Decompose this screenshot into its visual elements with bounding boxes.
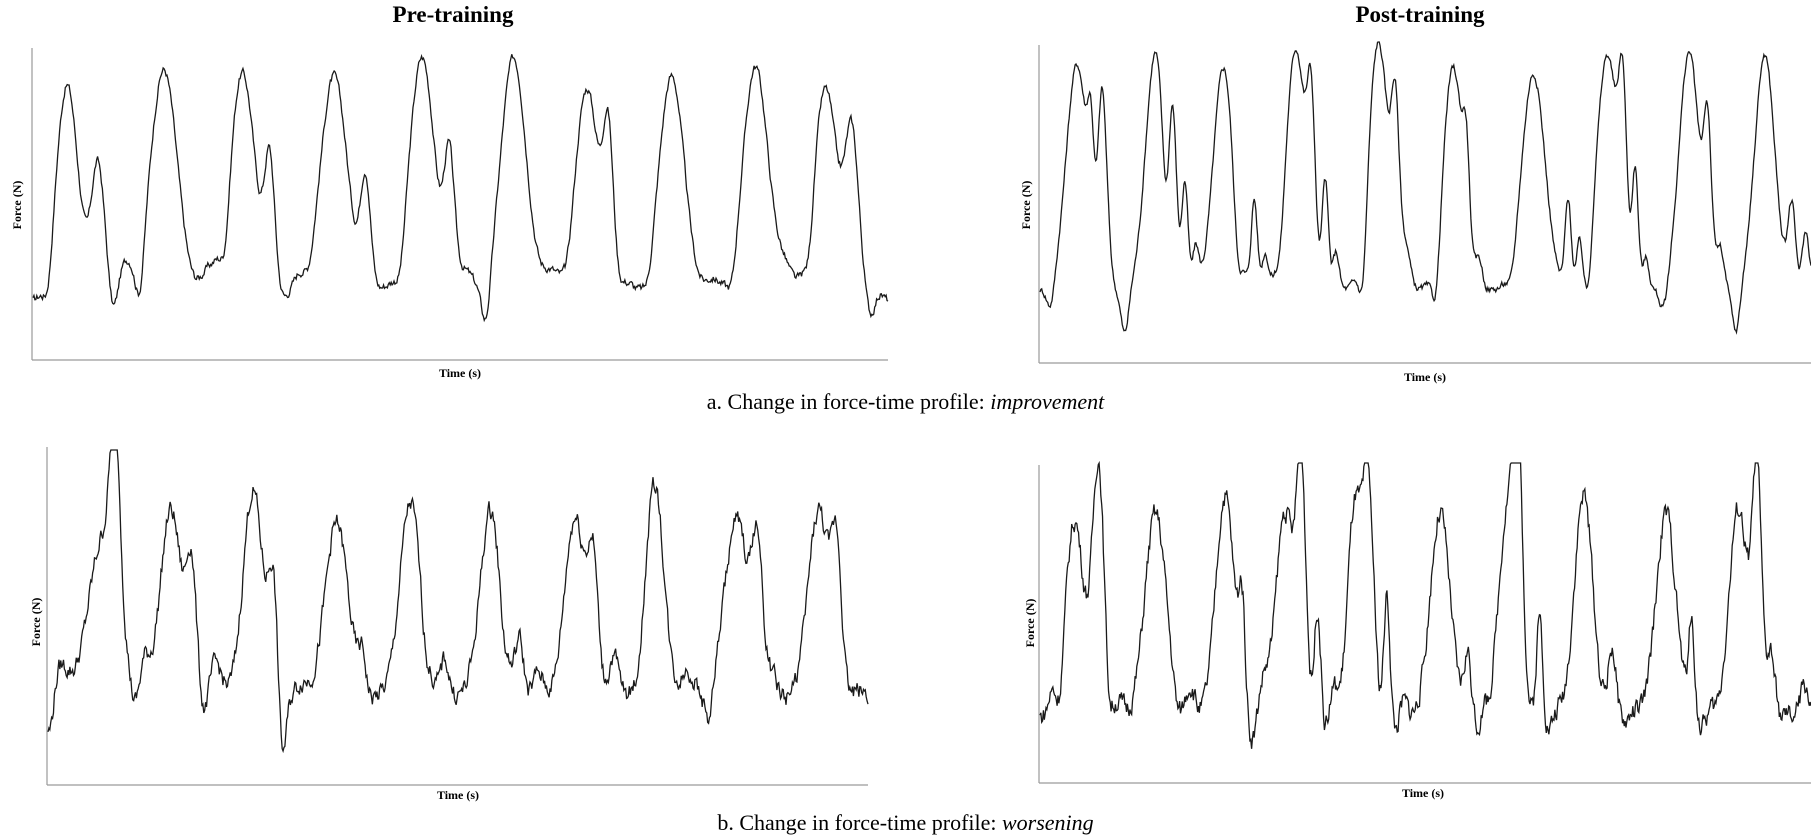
y-axis-label: Force (N) bbox=[1019, 181, 1033, 230]
x-axis-label: Time (s) bbox=[1402, 786, 1444, 800]
caption-worsening: b. Change in force-time profile: worseni… bbox=[0, 810, 1811, 836]
chart-panel-a-post-training: Time (s) Force (N) bbox=[1019, 41, 1811, 384]
y-axis-label: Force (N) bbox=[1023, 599, 1037, 648]
caption-prefix: b. Change in force-time profile: bbox=[717, 810, 1002, 835]
force-time-series-line bbox=[32, 53, 889, 323]
caption-emphasis: improvement bbox=[990, 389, 1105, 414]
caption-emphasis: worsening bbox=[1002, 810, 1094, 835]
chart-panel-b-post-training: Time (s) Force (N) bbox=[1023, 460, 1811, 800]
x-axis-label: Time (s) bbox=[437, 788, 479, 802]
force-time-series-line bbox=[1039, 41, 1811, 335]
column-title-pre-training: Pre-training bbox=[392, 2, 514, 27]
force-time-series-line bbox=[47, 449, 869, 754]
chart-panel-b-pre-training: Time (s) Force (N) bbox=[29, 447, 869, 802]
caption-improvement: a. Change in force-time profile: improve… bbox=[0, 389, 1811, 415]
caption-prefix: a. Change in force-time profile: bbox=[706, 389, 991, 414]
y-axis-label: Force (N) bbox=[10, 181, 24, 230]
chart-panel-a-pre-training: Time (s) Force (N) bbox=[10, 48, 889, 380]
y-axis-label: Force (N) bbox=[29, 598, 43, 647]
force-time-series-line bbox=[1039, 460, 1811, 749]
x-axis-label: Time (s) bbox=[439, 366, 481, 380]
column-title-post-training: Post-training bbox=[1355, 2, 1485, 27]
x-axis-label: Time (s) bbox=[1404, 370, 1446, 384]
